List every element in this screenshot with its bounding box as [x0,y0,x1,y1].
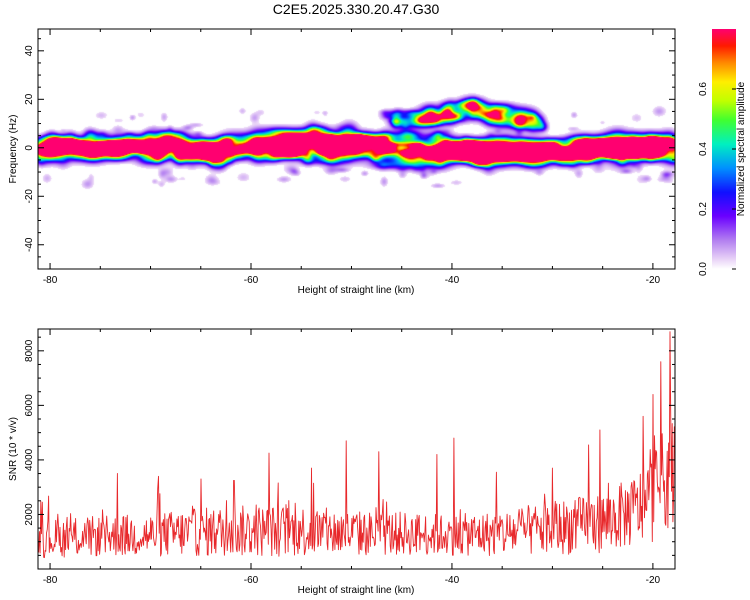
spectrogram-xtick-label: -80 [43,275,58,286]
spectrogram-ytick-label: 40 [24,45,35,57]
snr-ticks: -80 -60 -40 -20 2000 4000 6000 8000 [24,329,675,586]
spectrogram-frame [37,28,676,270]
snr-xlabel: Height of straight line (km) [298,585,415,596]
spectrogram-ytick-label: -40 [24,237,35,252]
colorbar-tick-label: 0.2 [698,202,709,216]
colorbar-tick-label: 0.6 [698,82,709,96]
spectrogram-ytick-label: 20 [24,93,35,105]
spectrogram-ticks: -80 -60 -40 -20 -40 -20 0 20 40 [24,29,675,286]
snr-xtick-label: -80 [43,575,58,586]
colorbar-tick-label: 0.0 [698,262,709,276]
snr-xtick-label: -40 [445,575,460,586]
spectrogram-image [38,29,675,269]
snr-frame [37,328,676,570]
snr-series-line [37,331,676,559]
spectrogram-xtick-label: -40 [445,275,460,286]
spectrogram-ytick-label: -20 [24,189,35,204]
spectrogram-ylabel: Frequency (Hz) [8,115,19,184]
snr-ylabel: SNR (10 * v/v) [8,417,19,481]
colorbar: 0.0 0.2 0.4 0.6 Normalized spectral amplitu… [698,29,747,276]
spectrogram-xtick-label: -20 [646,275,661,286]
colorbar-tick-label: 0.4 [698,142,709,156]
colorbar-label: Normalized spectral amplitude [736,81,747,216]
figure-title: C2E5.2025.330.20.47.G30 [273,1,440,17]
colorbar-ticks: 0.0 0.2 0.4 0.6 [698,82,736,276]
spectrogram-ytick-label: 0 [24,145,35,151]
spectrogram-xlabel: Height of straight line (km) [298,285,415,296]
snr-ytick-label: 8000 [24,339,35,362]
snr-ytick-label: 2000 [24,503,35,526]
snr-ytick-label: 6000 [24,394,35,417]
snr-panel: -80 -60 -40 -20 2000 4000 6000 8000 Height of s… [8,328,676,596]
spectrogram-panel: -80 -60 -40 -20 -40 -20 0 20 40 Height of straig… [8,28,676,296]
spectrogram-xtick-label: -60 [244,275,259,286]
snr-xtick-label: -60 [244,575,259,586]
snr-xtick-label: -20 [646,575,661,586]
snr-ytick-label: 4000 [24,448,35,471]
